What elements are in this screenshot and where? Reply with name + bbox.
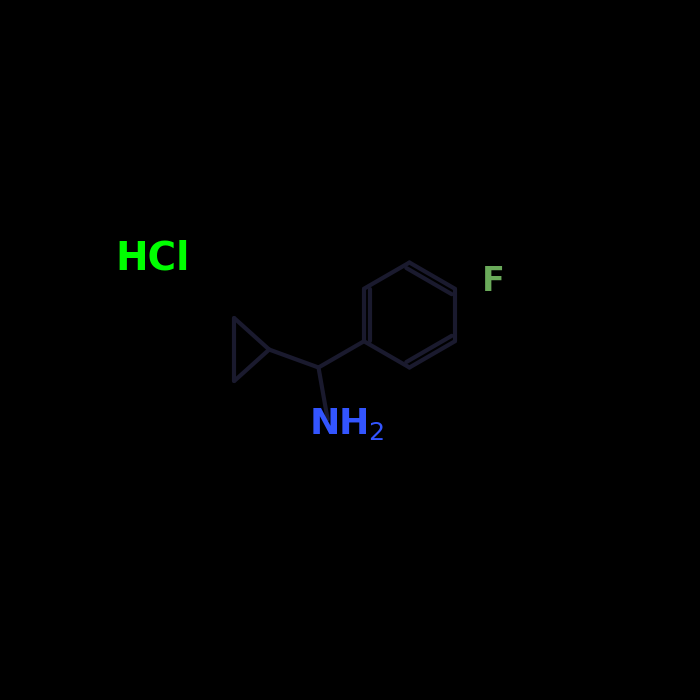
Text: NH$_2$: NH$_2$ bbox=[309, 406, 384, 442]
Text: F: F bbox=[482, 265, 505, 298]
Text: HCl: HCl bbox=[116, 240, 190, 278]
